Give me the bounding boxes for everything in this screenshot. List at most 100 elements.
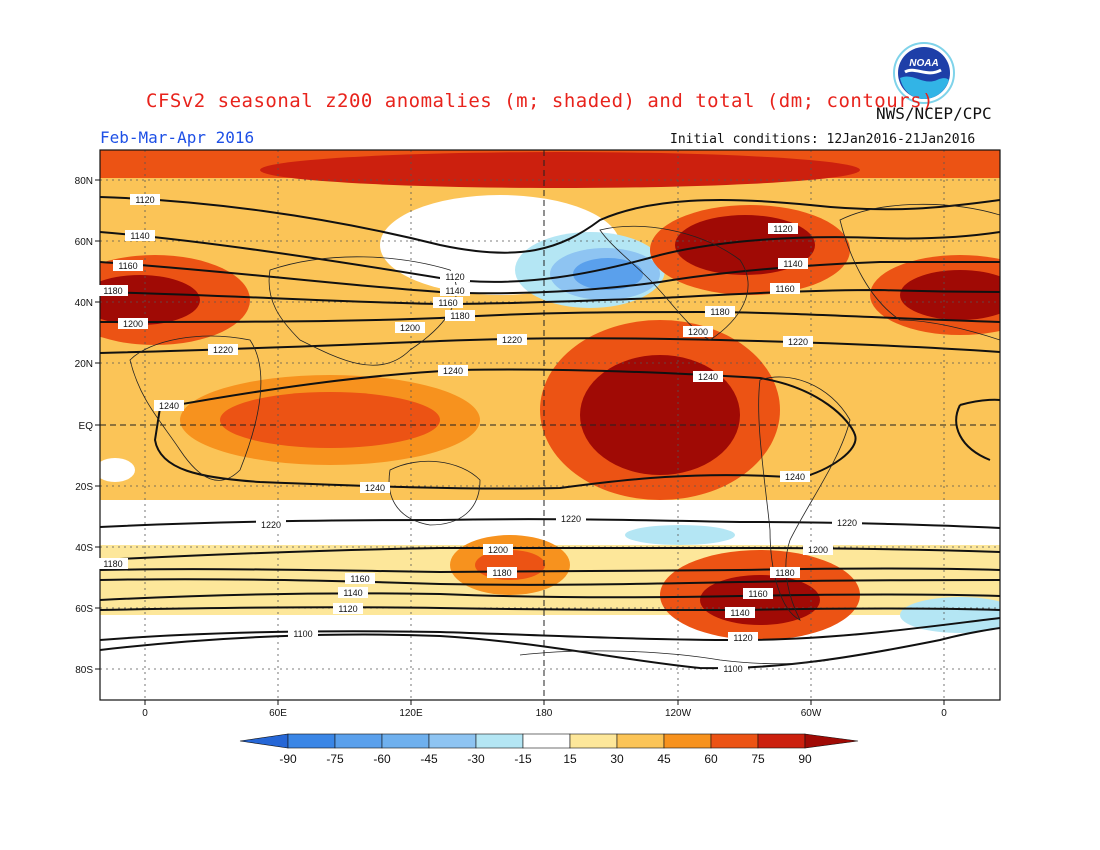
colorbar-label: 30: [610, 752, 624, 766]
contour-label-1180: 1180: [705, 306, 735, 317]
colorbar-seg-15: [569, 733, 618, 749]
contour-label-1240: 1240: [154, 400, 184, 411]
svg-text:1220: 1220: [561, 514, 581, 524]
colorbar-label: -60: [373, 752, 391, 766]
colorbar-label: -45: [420, 752, 438, 766]
svg-text:1100: 1100: [293, 629, 312, 639]
tick-marks: [95, 179, 945, 705]
agency-label: NWS/NCEP/CPC: [876, 104, 992, 123]
lat-label: 40N: [75, 298, 93, 309]
shading-europe-east-90: [900, 270, 1000, 320]
colorbar-label: -90: [279, 752, 297, 766]
colorbar-label: 90: [798, 752, 812, 766]
svg-text:1200: 1200: [808, 545, 828, 555]
lat-label: 40S: [75, 543, 93, 554]
colorbar-label: 75: [751, 752, 765, 766]
contour-label-1180: 1180: [98, 285, 128, 296]
lat-label: 80S: [75, 665, 93, 676]
contour-label-1240: 1240: [438, 365, 468, 376]
svg-text:1220: 1220: [837, 518, 857, 528]
contour-label-1200: 1200: [118, 318, 148, 329]
contour-label-1120: 1120: [333, 603, 363, 614]
svg-text:1200: 1200: [123, 319, 143, 329]
contour-label-1200: 1200: [395, 322, 425, 333]
svg-text:1120: 1120: [338, 604, 357, 614]
colorbar-segments: [287, 733, 806, 749]
contour-label-1180: 1180: [770, 567, 800, 578]
contour-label-1180: 1180: [98, 558, 128, 569]
svg-text:1120: 1120: [733, 633, 752, 643]
contour-label-1200: 1200: [483, 544, 513, 555]
noaa-logo: NOAA: [893, 42, 955, 104]
svg-text:1160: 1160: [118, 261, 137, 271]
svg-text:1160: 1160: [438, 298, 457, 308]
logo-text: NOAA: [909, 58, 938, 69]
longitude-labels: 0 60E 120E 180 120W 60W 0: [142, 708, 947, 719]
contour-label-1160: 1160: [345, 573, 375, 584]
contour-label-1140: 1140: [125, 230, 155, 241]
chart-title: CFSv2 seasonal z200 anomalies (m; shaded…: [146, 90, 934, 112]
colorbar-labels: -90 -75 -60 -45 -30 -15 15 30 45 60 75 9…: [279, 752, 812, 766]
colorbar-label: -15: [514, 752, 532, 766]
shading-arctic-core: [260, 152, 860, 188]
height-contours: [100, 196, 1000, 670]
lon-label: 0: [142, 708, 148, 719]
colorbar-label: -75: [326, 752, 344, 766]
contour-label-1100: 1100: [718, 663, 748, 674]
colorbar-seg-neg45: [381, 733, 430, 749]
svg-text:1220: 1220: [502, 335, 522, 345]
contour-label-1140: 1140: [778, 258, 808, 269]
contour-label-1140: 1140: [725, 607, 755, 618]
svg-text:1180: 1180: [103, 286, 122, 296]
lat-label: 20N: [75, 359, 93, 370]
svg-text:1220: 1220: [788, 337, 808, 347]
svg-text:1200: 1200: [688, 327, 708, 337]
contour-label-1180: 1180: [445, 310, 475, 321]
grid: [100, 150, 1000, 700]
svg-text:1120: 1120: [773, 224, 792, 234]
svg-text:1120: 1120: [135, 195, 154, 205]
svg-text:1180: 1180: [103, 559, 122, 569]
lat-label: 80N: [75, 176, 93, 187]
contour-label-1140: 1140: [440, 285, 470, 296]
colorbar-seg-neg15: [475, 733, 524, 749]
svg-text:1160: 1160: [775, 284, 794, 294]
shading-spac-blue: [625, 525, 735, 545]
contour-label-1220: 1220: [256, 519, 286, 530]
svg-text:1120: 1120: [445, 272, 464, 282]
lat-label: 60S: [75, 604, 93, 615]
contour-label-1200: 1200: [803, 544, 833, 555]
colorbar-label: 15: [563, 752, 577, 766]
lat-label: EQ: [79, 421, 94, 432]
svg-text:1220: 1220: [261, 520, 281, 530]
svg-text:1240: 1240: [159, 401, 179, 411]
contour-label-1100: 1100: [288, 628, 318, 639]
svg-text:1240: 1240: [698, 372, 718, 382]
colorbar-seg-60: [710, 733, 759, 749]
colorbar-seg-75: [757, 733, 806, 749]
lat-label: 60N: [75, 237, 93, 248]
colorbar-seg-45: [663, 733, 712, 749]
contour-label-1220: 1220: [783, 336, 813, 347]
colorbar-label: -30: [467, 752, 485, 766]
lon-label: 60E: [269, 708, 287, 719]
svg-text:1240: 1240: [443, 366, 463, 376]
svg-text:1180: 1180: [775, 568, 794, 578]
svg-text:1240: 1240: [365, 483, 385, 493]
colorbar-label: 60: [704, 752, 718, 766]
shading-npac-blue3: [573, 258, 643, 290]
contour-label-1220: 1220: [208, 344, 238, 355]
colorbar-arrow-right: [804, 733, 859, 749]
lat-label: 20S: [75, 482, 93, 493]
colorbar-seg-neg75: [287, 733, 336, 749]
shading-white-band-polar: [100, 610, 1000, 700]
contour-label-1160: 1160: [770, 283, 800, 294]
contour-label-1240: 1240: [693, 371, 723, 382]
contour-label-1220: 1220: [556, 513, 586, 524]
contour-label-1180: 1180: [487, 567, 517, 578]
contour-label-1220: 1220: [497, 334, 527, 345]
shading-indian-60: [220, 392, 440, 448]
contour-label-1120: 1120: [130, 194, 160, 205]
colorbar-arrow-left: [239, 733, 289, 749]
